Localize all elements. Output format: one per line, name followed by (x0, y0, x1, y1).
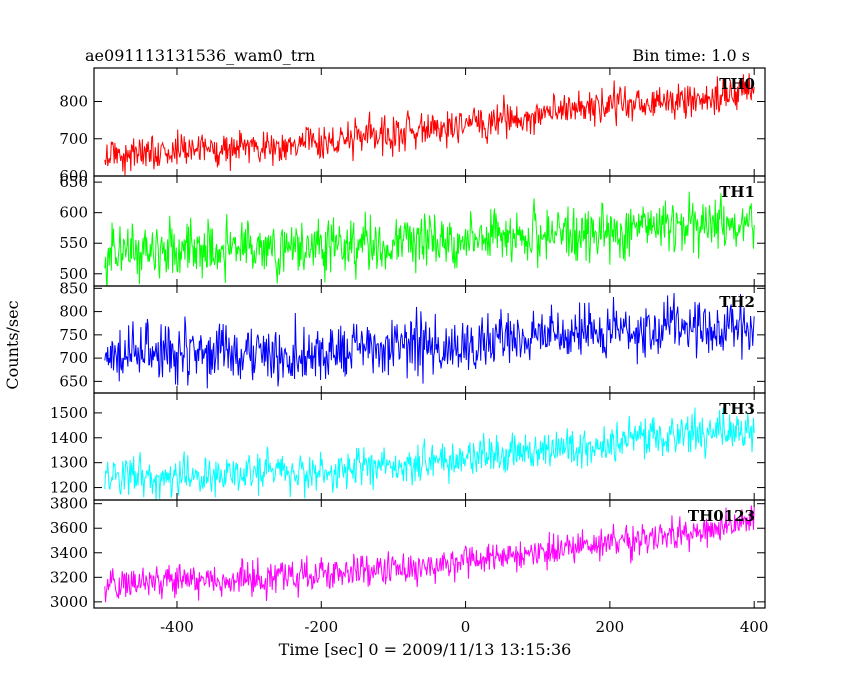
y-tick-label: 650 (59, 372, 88, 390)
series-line-th2 (104, 293, 755, 389)
series-label-th1: TH1 (719, 183, 755, 201)
y-tick-label: 1300 (50, 454, 88, 472)
chart-title-right: Bin time: 1.0 s (632, 46, 750, 65)
series-line-th3 (104, 407, 755, 500)
series-label-th0: TH0 (719, 75, 755, 93)
y-tick-label: 850 (59, 279, 88, 297)
y-tick-label: 700 (59, 349, 88, 367)
series-line-th1 (104, 191, 755, 286)
x-axis: -400 -200 0 200 400 (160, 618, 768, 636)
panels-group: 600700800TH0500550600650TH16507007508008… (50, 67, 766, 611)
x-tick-label: 200 (596, 618, 625, 636)
y-tick-label: 750 (59, 326, 88, 344)
panel-frame-th0123 (93, 499, 766, 609)
panel-th0123: 3000 3200 3400 3600 3800 TH0123 (50, 495, 766, 611)
y-tick-label: 1400 (50, 429, 88, 447)
y-tick-label: 3400 (50, 544, 88, 562)
x-tick-label: 0 (461, 618, 471, 636)
y-tick-label: 3600 (50, 519, 88, 537)
y-axis-label: Counts/sec (3, 300, 22, 389)
y-tick-label: 600 (59, 204, 88, 222)
series-label-th2: TH2 (719, 293, 755, 311)
series-label-th0123: TH0123 (688, 507, 755, 525)
x-tick-label: -400 (160, 618, 194, 636)
series-label-th3: TH3 (719, 400, 755, 418)
panel-frame-th0 (93, 67, 766, 177)
y-tick-label: 1200 (50, 479, 88, 497)
y-tick-label: 500 (59, 265, 88, 283)
y-tick-label: 550 (59, 234, 88, 252)
y-tick-label: 3000 (50, 593, 88, 611)
panel-th1: 500 550 600 650 TH1 (59, 173, 766, 287)
series-line-th0 (104, 73, 755, 176)
y-tick-label: 3800 (50, 495, 88, 513)
chart-title-left: ae091113131536_wam0_trn (85, 46, 315, 65)
x-tick-label: 400 (740, 618, 769, 636)
y-tick-label: 3200 (50, 568, 88, 586)
y-tick-label: 800 (59, 93, 88, 111)
y-tick-label: 800 (59, 303, 88, 321)
panel-th2: 650 700 750 800 850 TH2 (59, 279, 766, 394)
panel-th3: 1200 1300 1400 1500 TH3 (50, 392, 766, 501)
y-tick-label: 700 (59, 130, 88, 148)
series-line-th0123 (104, 505, 755, 603)
x-tick-label: -200 (304, 618, 338, 636)
panel-th0: 600 700 800 TH0 (59, 67, 766, 185)
y-tick-label: 600 (59, 167, 88, 185)
x-axis-label: Time [sec] 0 = 2009/11/13 13:15:36 (279, 640, 572, 659)
y-tick-label: 650 (59, 173, 88, 191)
y-tick-label: 1500 (50, 404, 88, 422)
